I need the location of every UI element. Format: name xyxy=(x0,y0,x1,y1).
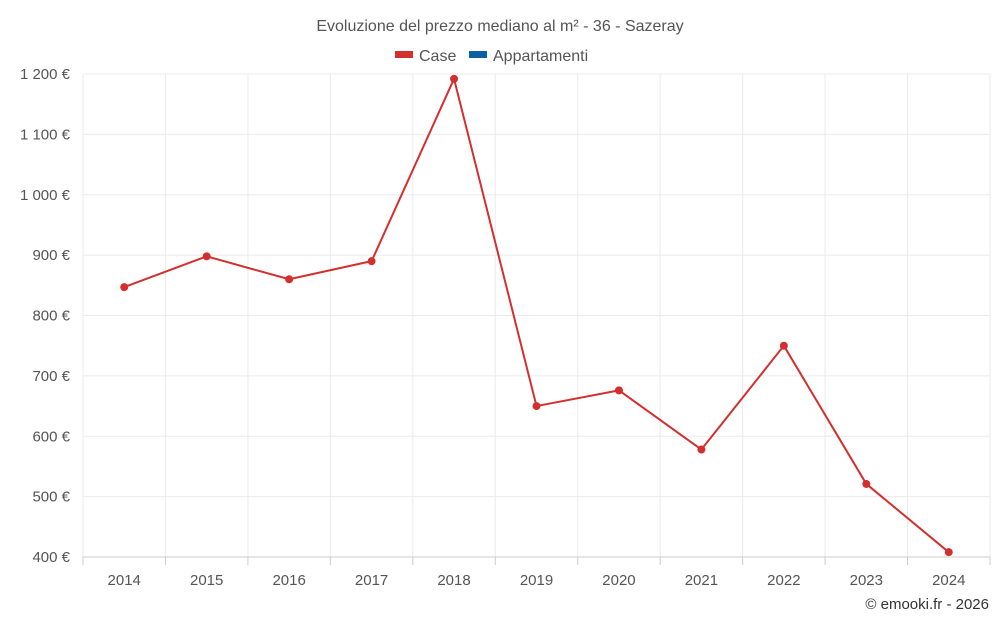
data-point-case[interactable] xyxy=(450,74,459,83)
x-tick-label: 2019 xyxy=(520,572,553,589)
chart-title: Evoluzione del prezzo mediano al m² - 36… xyxy=(316,18,683,35)
series-case xyxy=(120,74,953,557)
data-point-case[interactable] xyxy=(367,257,376,266)
data-point-case[interactable] xyxy=(614,386,623,395)
data-point-case[interactable] xyxy=(862,479,871,488)
legend-swatch-case xyxy=(395,51,413,58)
data-point-case[interactable] xyxy=(944,548,953,557)
x-tick-label: 2017 xyxy=(355,572,388,589)
y-tick-label: 1 100 € xyxy=(20,126,71,143)
data-point-case[interactable] xyxy=(202,252,211,261)
data-point-case[interactable] xyxy=(532,402,541,411)
axes: 400 € 500 € 600 € 700 € 800 € 900 € 1 000 € 1 1… xyxy=(20,66,991,589)
y-tick-label: 700 € xyxy=(32,368,70,385)
x-tick-label: 2020 xyxy=(602,572,635,589)
data-point-case[interactable] xyxy=(697,445,706,454)
grid xyxy=(82,73,991,558)
legend-label-case: Case xyxy=(419,48,456,65)
x-tick-label: 2018 xyxy=(437,572,470,589)
data-point-case[interactable] xyxy=(285,275,294,284)
y-tick-label: 800 € xyxy=(32,308,70,325)
data-point-case[interactable] xyxy=(120,283,129,292)
x-tick-label: 2016 xyxy=(272,572,305,589)
x-tick-label: 2014 xyxy=(108,572,141,589)
legend: Case Appartamenti xyxy=(395,48,588,65)
y-tick-label: 900 € xyxy=(32,247,70,264)
legend-label-appartamenti: Appartamenti xyxy=(493,48,588,65)
x-tick-label: 2022 xyxy=(767,572,800,589)
x-tick-label: 2023 xyxy=(850,572,883,589)
y-tick-label: 400 € xyxy=(32,549,70,566)
y-tick-label: 500 € xyxy=(32,489,70,506)
y-tick-label: 1 200 € xyxy=(20,66,71,83)
x-tick-label: 2021 xyxy=(685,572,718,589)
legend-item-appartamenti[interactable]: Appartamenti xyxy=(469,48,588,65)
y-tick-label: 600 € xyxy=(32,428,70,445)
legend-item-case[interactable]: Case xyxy=(395,48,456,65)
x-tick-label: 2024 xyxy=(932,572,965,589)
x-tick-label: 2015 xyxy=(190,572,223,589)
credit-text: © emooki.fr - 2026 xyxy=(865,596,989,613)
data-point-case[interactable] xyxy=(779,341,788,350)
y-tick-label: 1 000 € xyxy=(20,187,71,204)
legend-swatch-appartamenti xyxy=(469,51,487,58)
